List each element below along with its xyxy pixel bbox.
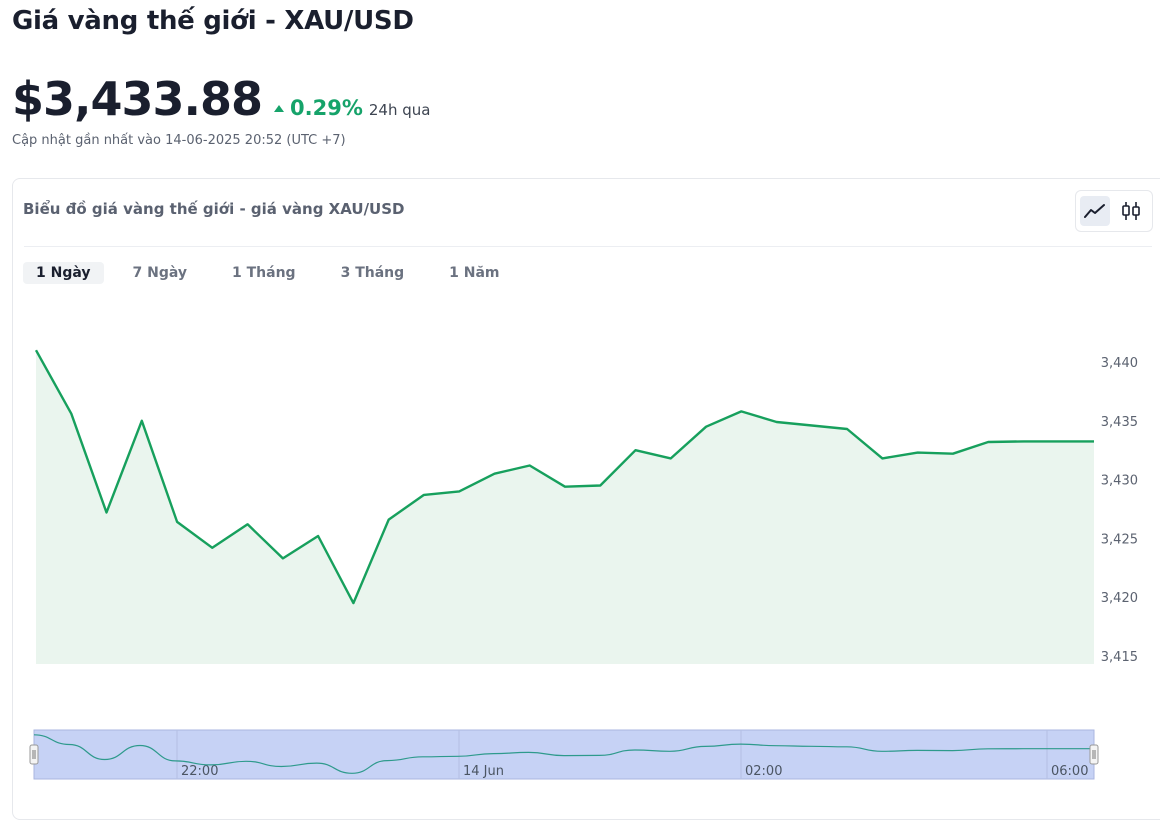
navigator-x-label: 02:00 (745, 764, 782, 779)
navigator-right-handle[interactable] (1090, 745, 1098, 764)
navigator-x-label: 14 Jun (463, 764, 504, 779)
y-tick-label: 3,430 (1101, 474, 1138, 489)
range-navigator[interactable]: 22:00 14 Jun 02:00 06:00 (30, 730, 1098, 779)
navigator-x-label: 06:00 (1051, 764, 1088, 779)
plot-area (36, 350, 1094, 664)
price-chart: 3,440 3,435 3,430 3,425 3,420 3,415 22:00 14 J… (0, 0, 1160, 792)
navigator-x-label: 22:00 (181, 764, 218, 779)
y-tick-label: 3,435 (1101, 415, 1138, 430)
y-tick-label: 3,415 (1101, 650, 1138, 665)
navigator-left-handle[interactable] (30, 745, 38, 764)
y-tick-label: 3,425 (1101, 532, 1138, 547)
y-axis: 3,440 3,435 3,430 3,425 3,420 3,415 (1101, 356, 1138, 665)
price-area (36, 350, 1094, 664)
y-tick-label: 3,440 (1101, 356, 1138, 371)
y-tick-label: 3,420 (1101, 591, 1138, 606)
